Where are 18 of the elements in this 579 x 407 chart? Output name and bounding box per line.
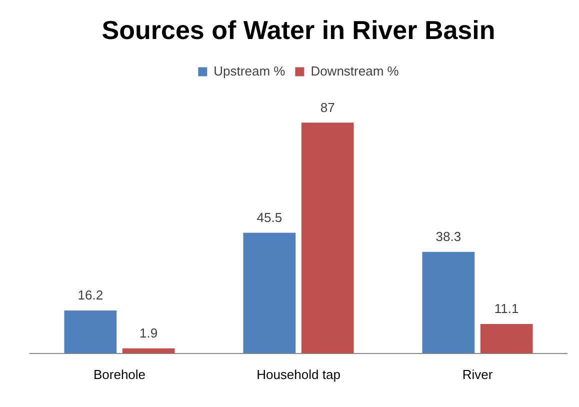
data-label: 16.2 <box>78 288 104 303</box>
data-label: 38.3 <box>436 228 462 244</box>
x-tick-label: Household tap <box>256 366 340 382</box>
x-tick-label: River <box>462 366 494 382</box>
bar <box>301 122 354 354</box>
bar <box>422 252 475 354</box>
bar <box>64 310 117 354</box>
data-label: 87 <box>320 100 335 115</box>
legend-label: Downstream % <box>310 63 400 78</box>
legend-label: Upstream % <box>214 63 286 78</box>
bar <box>122 348 175 354</box>
bar <box>243 232 296 354</box>
chart-title: Sources of Water in River Basin <box>102 14 496 45</box>
data-label: 1.9 <box>140 325 158 340</box>
bar <box>480 324 533 354</box>
x-tick-label: Borehole <box>93 366 146 382</box>
data-label: 11.1 <box>494 301 519 316</box>
data-label: 45.5 <box>256 210 282 225</box>
